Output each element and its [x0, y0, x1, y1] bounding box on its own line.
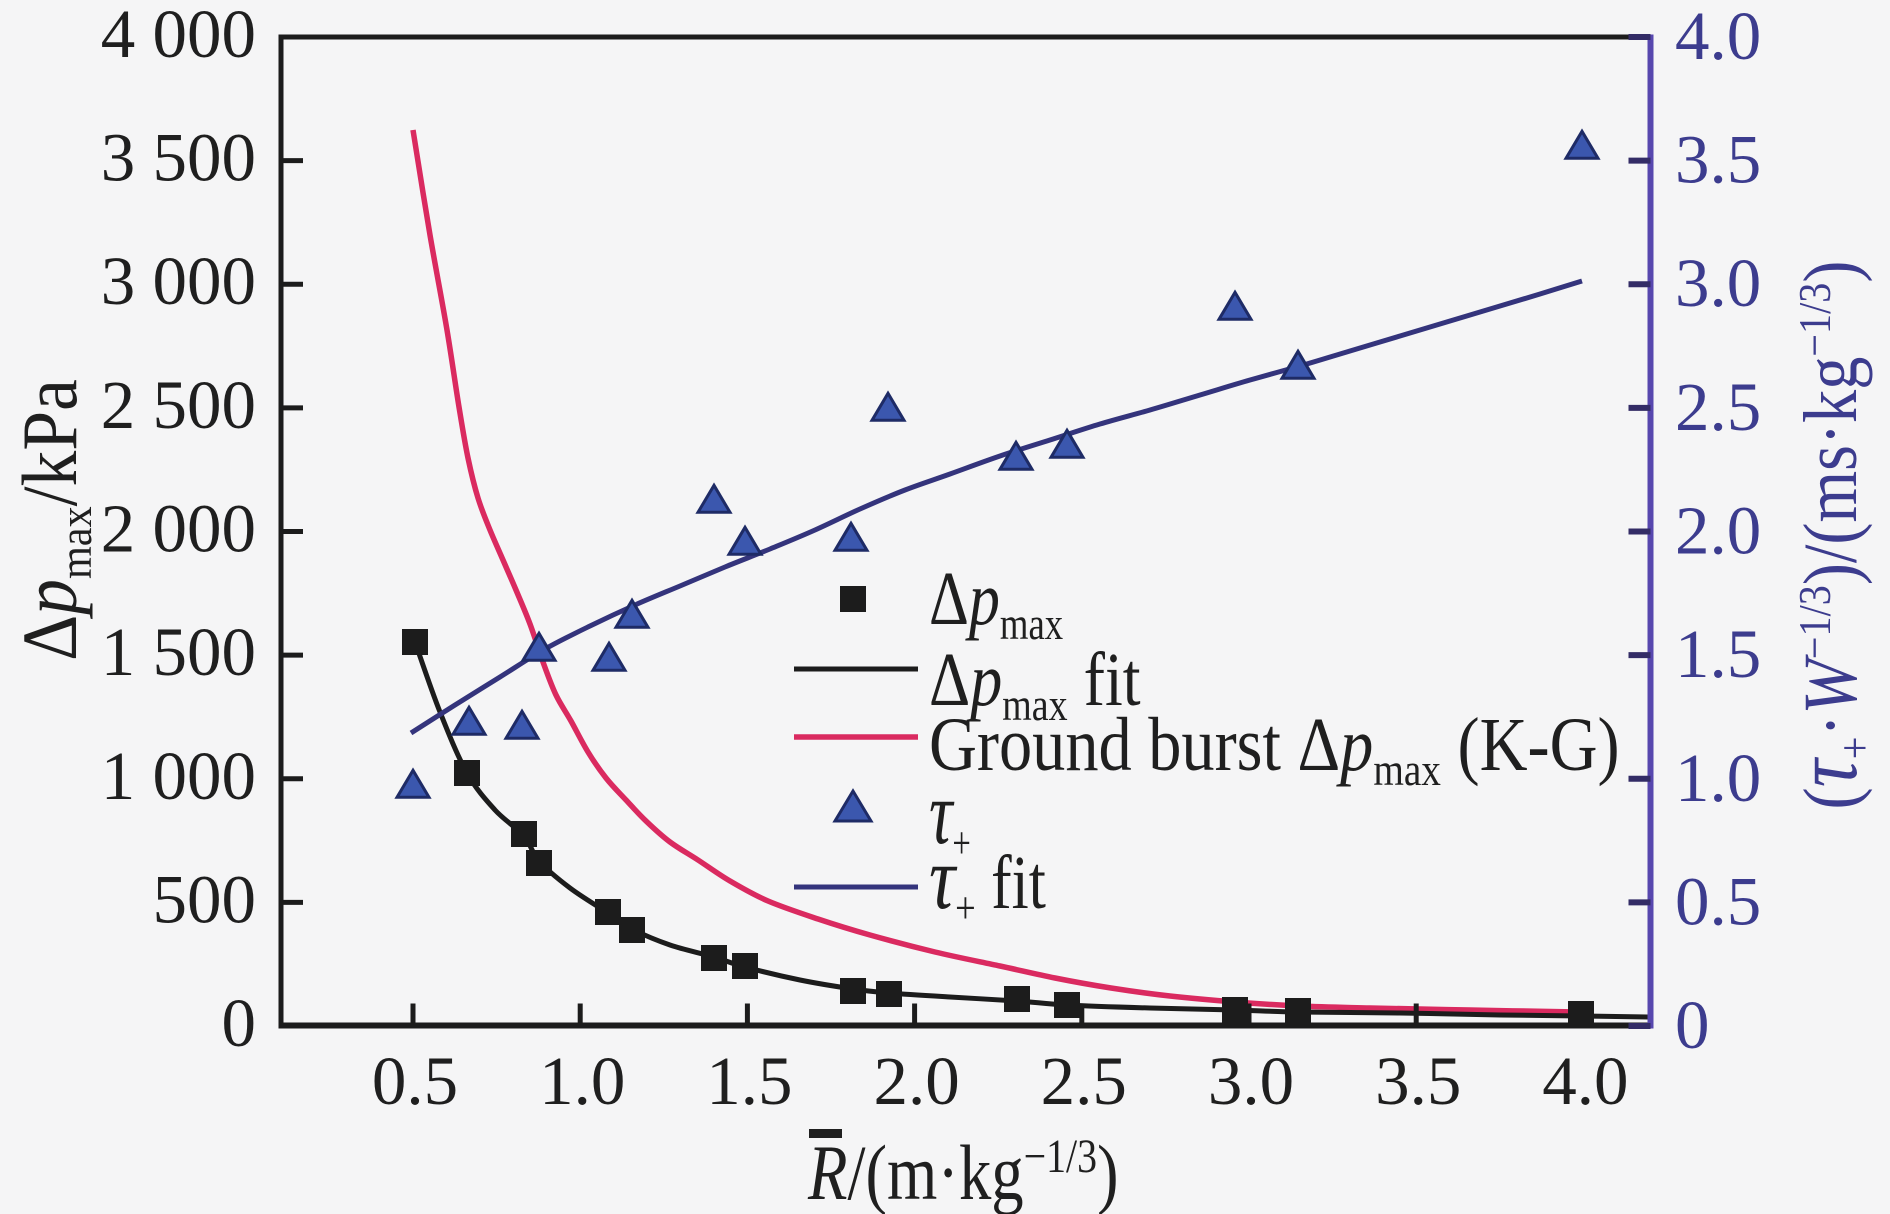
svg-text:2 000: 2 000: [101, 491, 256, 567]
svg-text:2.0: 2.0: [1675, 493, 1761, 569]
svg-text:0.5: 0.5: [1675, 863, 1761, 939]
svg-text:(τ+·W−1/3)/(ms·kg−1/3): (τ+·W−1/3)/(ms·kg−1/3): [1777, 261, 1880, 810]
svg-text:1 000: 1 000: [101, 738, 256, 814]
svg-text:4 000: 4 000: [101, 0, 256, 72]
svg-text:Δpmax: Δpmax: [929, 557, 1064, 649]
svg-text:0: 0: [222, 985, 257, 1061]
svg-text:1.5: 1.5: [706, 1043, 792, 1119]
svg-text:4.0: 4.0: [1542, 1043, 1628, 1119]
svg-text:3 500: 3 500: [101, 120, 256, 196]
svg-text:Ground burst Δpmax (K-G): Ground burst Δpmax (K-G): [929, 703, 1620, 796]
svg-text:2.5: 2.5: [1041, 1043, 1127, 1119]
svg-text:2 500: 2 500: [101, 367, 256, 443]
svg-text:1.0: 1.0: [1675, 740, 1761, 816]
svg-text:Δpmax fit: Δpmax fit: [929, 638, 1141, 731]
svg-text:1.0: 1.0: [539, 1043, 625, 1119]
svg-text:4.0: 4.0: [1675, 0, 1761, 74]
svg-text:0.5: 0.5: [372, 1043, 458, 1119]
svg-text:R/(m·kg−1/3): R/(m·kg−1/3): [807, 1129, 1118, 1214]
svg-text:3.5: 3.5: [1675, 122, 1761, 198]
svg-text:3.0: 3.0: [1208, 1043, 1294, 1119]
svg-text:τ+ fit: τ+ fit: [929, 828, 1046, 933]
svg-text:3.0: 3.0: [1675, 245, 1761, 321]
svg-text:2.0: 2.0: [873, 1043, 959, 1119]
svg-text:1 500: 1 500: [101, 614, 256, 690]
svg-text:3.5: 3.5: [1375, 1043, 1461, 1119]
svg-text:0: 0: [1675, 987, 1710, 1063]
svg-text:2.5: 2.5: [1675, 369, 1761, 445]
svg-text:τ+: τ+: [929, 764, 971, 868]
svg-text:500: 500: [153, 861, 257, 937]
svg-text:1.5: 1.5: [1675, 616, 1761, 692]
svg-text:Δpmax/kPa: Δpmax/kPa: [7, 379, 101, 661]
svg-text:3 000: 3 000: [101, 243, 256, 319]
